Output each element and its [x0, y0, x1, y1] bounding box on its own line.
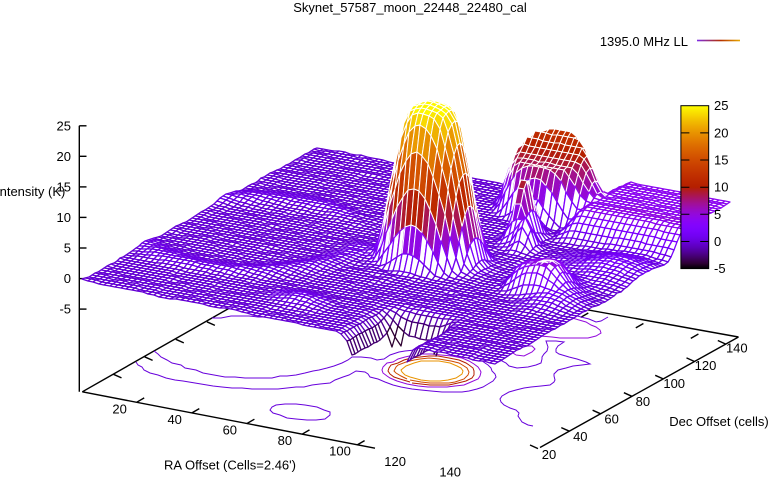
svg-text:10: 10 [714, 180, 728, 195]
svg-text:100: 100 [663, 376, 685, 391]
svg-text:-5: -5 [59, 302, 71, 317]
svg-text:100: 100 [329, 444, 351, 459]
svg-text:60: 60 [223, 423, 237, 438]
svg-text:RA Offset (Cells=2.46'): RA Offset (Cells=2.46') [164, 458, 296, 473]
svg-text:5: 5 [714, 207, 721, 222]
svg-text:Dec Offset (cells): Dec Offset (cells) [669, 414, 768, 429]
svg-text:25: 25 [714, 98, 728, 113]
svg-text:15: 15 [57, 179, 71, 194]
svg-text:Skynet_57587_moon_22448_22480_: Skynet_57587_moon_22448_22480_cal [293, 0, 527, 15]
svg-text:140: 140 [726, 341, 748, 356]
svg-text:40: 40 [167, 412, 181, 427]
svg-text:60: 60 [604, 412, 618, 427]
svg-text:20: 20 [57, 149, 71, 164]
svg-text:20: 20 [542, 447, 556, 462]
svg-text:25: 25 [57, 118, 71, 133]
svg-text:20: 20 [714, 125, 728, 140]
svg-text:120: 120 [384, 454, 406, 469]
svg-text:0: 0 [714, 234, 721, 249]
svg-text:40: 40 [573, 429, 587, 444]
svg-text:120: 120 [695, 358, 717, 373]
svg-text:20: 20 [112, 402, 126, 417]
svg-text:140: 140 [439, 465, 461, 479]
svg-text:80: 80 [278, 433, 292, 448]
svg-text:10: 10 [57, 210, 71, 225]
svg-text:-5: -5 [714, 261, 726, 276]
svg-text:80: 80 [636, 394, 650, 409]
svg-text:Intensity (K): Intensity (K) [0, 184, 65, 199]
svg-text:15: 15 [714, 153, 728, 168]
svg-text:5: 5 [64, 241, 71, 256]
svg-text:1395.0 MHz LL: 1395.0 MHz LL [600, 34, 688, 49]
svg-text:0: 0 [64, 271, 71, 286]
